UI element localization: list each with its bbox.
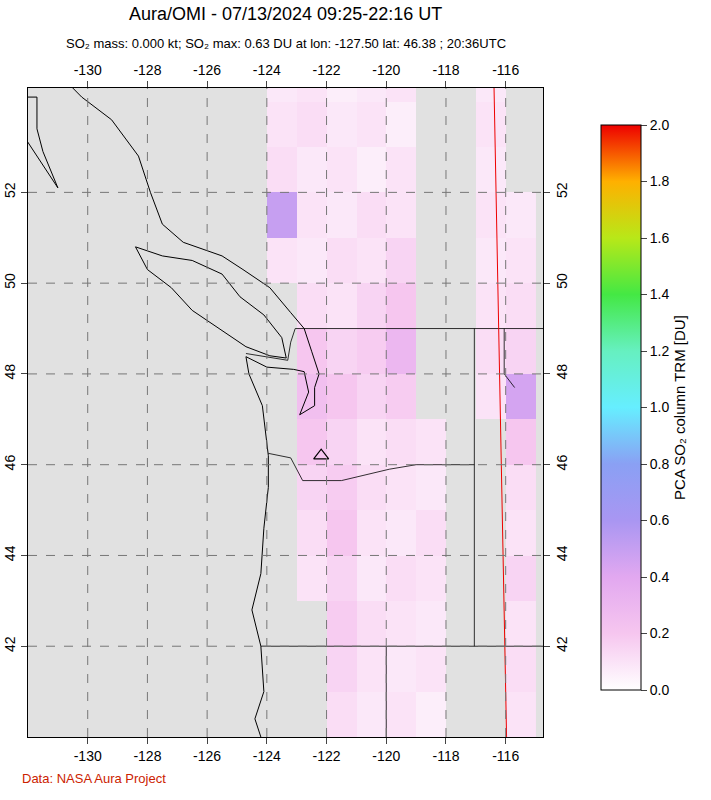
svg-text:0.0: 0.0 [650, 682, 670, 698]
svg-text:50: 50 [554, 273, 570, 289]
svg-text:Aura/OMI - 07/13/2024 09:25-22: Aura/OMI - 07/13/2024 09:25-22:16 UT [129, 4, 442, 24]
svg-text:-120: -120 [372, 748, 400, 764]
svg-text:42: 42 [554, 636, 570, 652]
svg-text:-124: -124 [253, 748, 281, 764]
svg-text:-122: -122 [313, 62, 341, 78]
svg-text:46: 46 [2, 455, 18, 471]
svg-text:-130: -130 [74, 62, 102, 78]
svg-text:-124: -124 [253, 62, 281, 78]
svg-text:1.2: 1.2 [650, 343, 670, 359]
svg-text:Data: NASA Aura Project: Data: NASA Aura Project [22, 771, 166, 786]
svg-text:48: 48 [554, 364, 570, 380]
svg-text:44: 44 [2, 545, 18, 561]
svg-text:1.4: 1.4 [650, 286, 670, 302]
svg-text:52: 52 [2, 182, 18, 198]
svg-text:PCA SO₂ column TRM [DU]: PCA SO₂ column TRM [DU] [671, 315, 688, 500]
svg-text:-126: -126 [193, 748, 221, 764]
svg-text:-128: -128 [133, 62, 161, 78]
svg-text:-120: -120 [372, 62, 400, 78]
svg-text:-118: -118 [432, 748, 459, 764]
svg-text:48: 48 [2, 364, 18, 380]
svg-text:44: 44 [554, 545, 570, 561]
svg-text:0.6: 0.6 [650, 512, 670, 528]
svg-text:-116: -116 [492, 748, 519, 764]
svg-text:SO₂ mass: 0.000 kt; SO₂ max: 0: SO₂ mass: 0.000 kt; SO₂ max: 0.63 DU at … [66, 36, 506, 51]
svg-text:50: 50 [2, 273, 18, 289]
svg-text:1.8: 1.8 [650, 173, 670, 189]
svg-text:42: 42 [2, 636, 18, 652]
svg-text:-126: -126 [193, 62, 221, 78]
svg-text:-122: -122 [313, 748, 341, 764]
svg-text:-118: -118 [432, 62, 459, 78]
svg-text:0.8: 0.8 [650, 456, 670, 472]
svg-text:2.0: 2.0 [650, 117, 670, 133]
svg-text:0.2: 0.2 [650, 625, 670, 641]
svg-text:46: 46 [554, 455, 570, 471]
svg-text:-116: -116 [492, 62, 519, 78]
svg-text:1.0: 1.0 [650, 399, 670, 415]
svg-text:-128: -128 [133, 748, 161, 764]
svg-text:-130: -130 [74, 748, 102, 764]
svg-text:52: 52 [554, 182, 570, 198]
svg-text:1.6: 1.6 [650, 230, 670, 246]
svg-text:0.4: 0.4 [650, 569, 670, 585]
